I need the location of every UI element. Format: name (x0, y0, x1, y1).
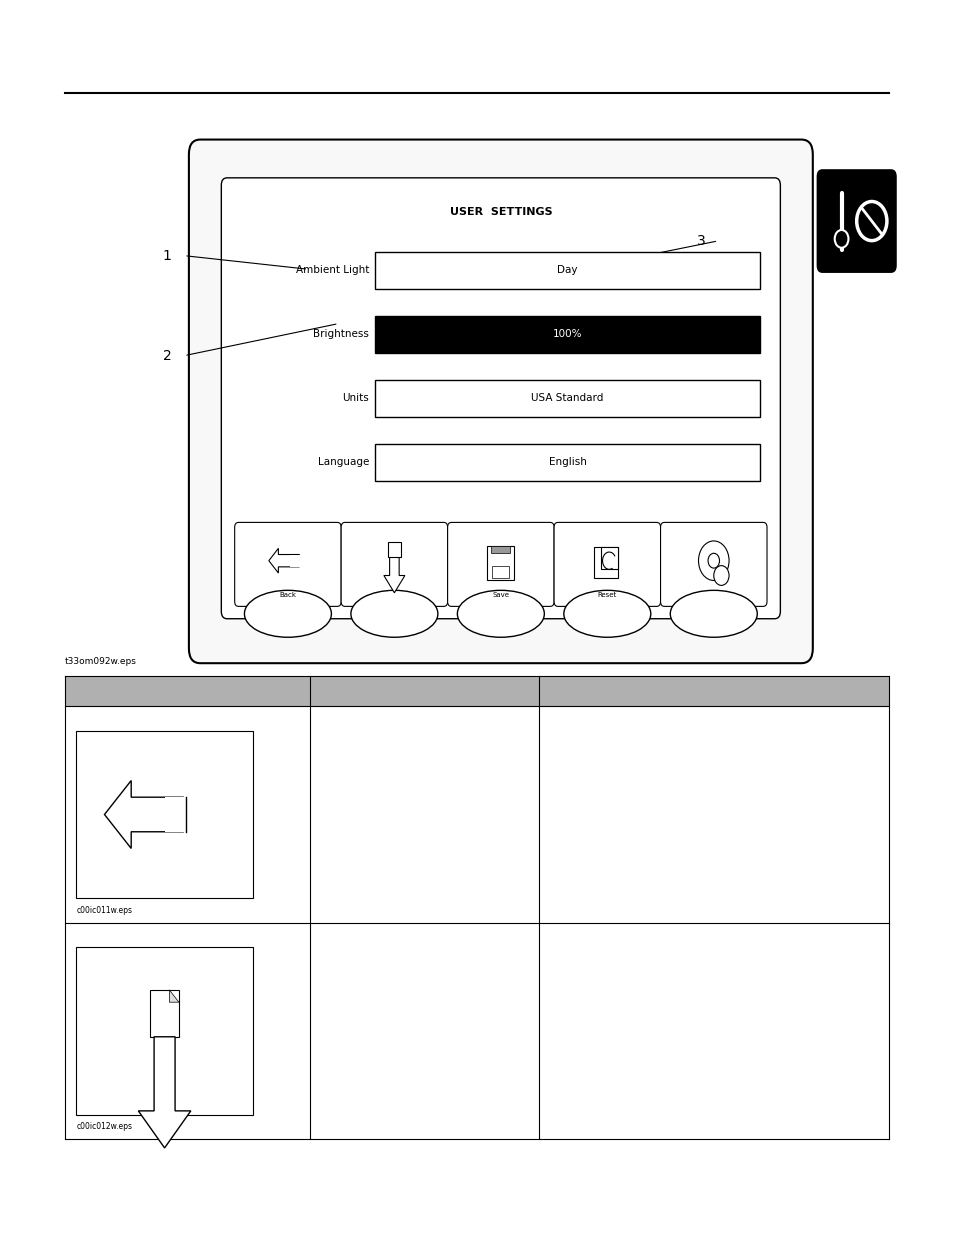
Bar (387, 542, 400, 557)
Polygon shape (170, 990, 179, 1003)
Ellipse shape (244, 590, 331, 637)
Circle shape (856, 201, 886, 241)
Bar (375, 252, 760, 289)
Bar (491, 546, 510, 553)
FancyBboxPatch shape (221, 178, 780, 619)
Text: Reset: Reset (598, 592, 617, 598)
Text: Units: Units (342, 393, 369, 403)
Circle shape (713, 566, 728, 585)
FancyBboxPatch shape (816, 169, 896, 273)
Text: 1: 1 (162, 248, 172, 263)
Ellipse shape (670, 590, 757, 637)
Bar (375, 443, 760, 480)
Bar (594, 547, 618, 578)
FancyArrow shape (383, 546, 404, 593)
Bar (76, 946, 253, 1114)
Circle shape (834, 230, 847, 248)
Ellipse shape (563, 590, 650, 637)
Bar (165, 798, 186, 832)
Ellipse shape (351, 590, 437, 637)
Bar (375, 379, 760, 416)
Text: Brightness: Brightness (313, 330, 369, 340)
Text: English: English (548, 457, 586, 467)
Text: c00ic012w.eps: c00ic012w.eps (76, 1121, 132, 1131)
Text: USER  SETTINGS: USER SETTINGS (449, 207, 552, 217)
Bar (290, 555, 302, 567)
Bar (65, 676, 888, 706)
Ellipse shape (456, 590, 544, 637)
FancyBboxPatch shape (341, 522, 447, 606)
Bar (487, 546, 514, 580)
Bar (76, 730, 253, 899)
Text: Day: Day (557, 266, 578, 275)
FancyBboxPatch shape (234, 522, 341, 606)
Bar (375, 316, 760, 353)
Text: 3: 3 (696, 233, 705, 248)
Bar (492, 566, 509, 578)
FancyBboxPatch shape (659, 522, 766, 606)
Bar (151, 990, 179, 1037)
Text: 4: 4 (696, 341, 705, 356)
FancyArrow shape (138, 1037, 191, 1149)
Text: 100%: 100% (553, 330, 581, 340)
Circle shape (698, 541, 728, 580)
FancyArrow shape (105, 781, 184, 848)
FancyBboxPatch shape (189, 140, 812, 663)
Text: Back: Back (279, 592, 296, 598)
FancyBboxPatch shape (554, 522, 659, 606)
Text: c00ic011w.eps: c00ic011w.eps (76, 906, 132, 915)
Text: USA Standard: USA Standard (531, 393, 603, 403)
Text: Ambient Light: Ambient Light (295, 266, 369, 275)
Circle shape (707, 553, 719, 568)
Text: t33om092w.eps: t33om092w.eps (65, 657, 136, 666)
FancyBboxPatch shape (447, 522, 554, 606)
Text: 2: 2 (162, 348, 172, 363)
Text: Save: Save (492, 592, 509, 598)
Bar (600, 547, 618, 569)
FancyArrow shape (269, 548, 299, 573)
Text: Language: Language (317, 457, 369, 467)
